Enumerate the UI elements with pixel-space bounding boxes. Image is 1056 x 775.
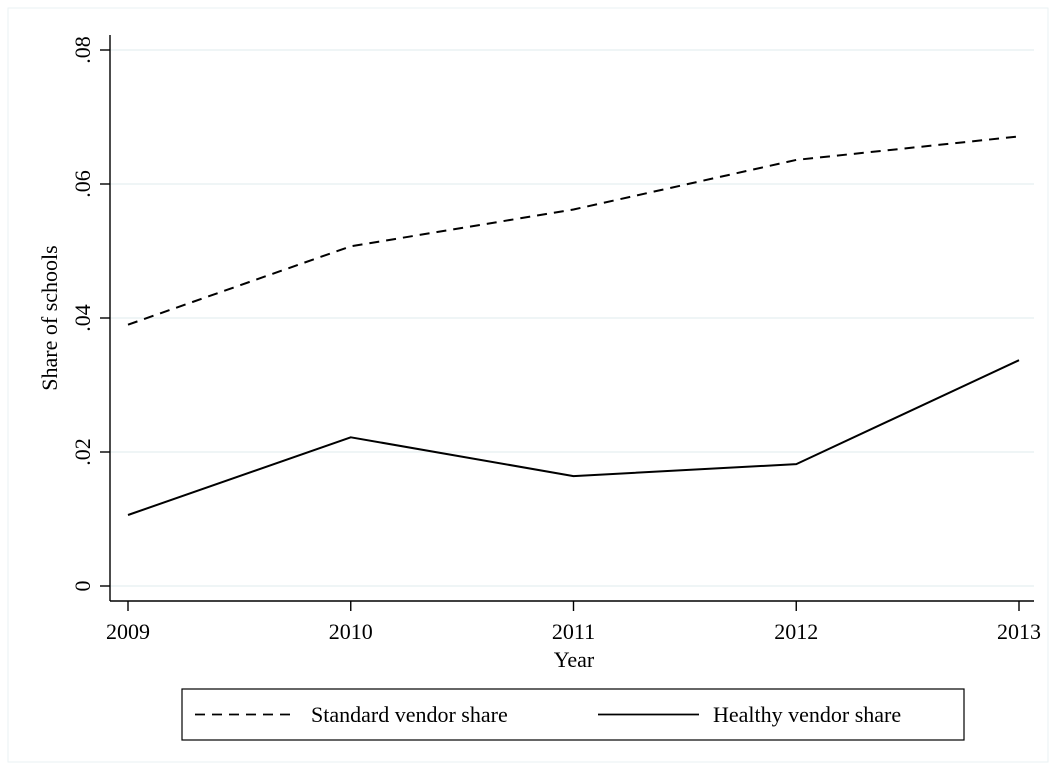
x-tick-label: 2012 — [774, 619, 818, 644]
y-tick-label: .02 — [70, 438, 95, 466]
y-tick-label: .04 — [70, 304, 95, 332]
x-axis-title: Year — [554, 647, 595, 672]
grid-lines — [110, 49, 1034, 587]
x-axis-ticks: 2009 2010 2011 2012 2013 — [106, 601, 1041, 644]
y-axis-ticks: 0 .02 .04 .06 .08 — [70, 36, 110, 592]
y-axis-title: Share of schools — [37, 245, 62, 390]
legend-label-standard: Standard vendor share — [311, 702, 508, 727]
series-line-standard-vendor — [127, 135, 1020, 326]
x-tick-label: 2013 — [997, 619, 1041, 644]
x-tick-label: 2011 — [552, 619, 595, 644]
x-tick-label: 2009 — [106, 619, 150, 644]
x-tick-label: 2010 — [329, 619, 373, 644]
y-tick-label: 0 — [70, 581, 95, 592]
y-tick-label: .06 — [70, 170, 95, 198]
series-line-healthy-vendor — [127, 359, 1020, 516]
chart-frame — [7, 7, 1049, 763]
legend-box — [181, 688, 965, 741]
legend-label-healthy: Healthy vendor share — [713, 702, 901, 727]
legend: Standard vendor share Healthy vendor sha… — [181, 688, 965, 741]
series-lines — [127, 135, 1020, 516]
y-tick-label: .08 — [70, 36, 95, 64]
